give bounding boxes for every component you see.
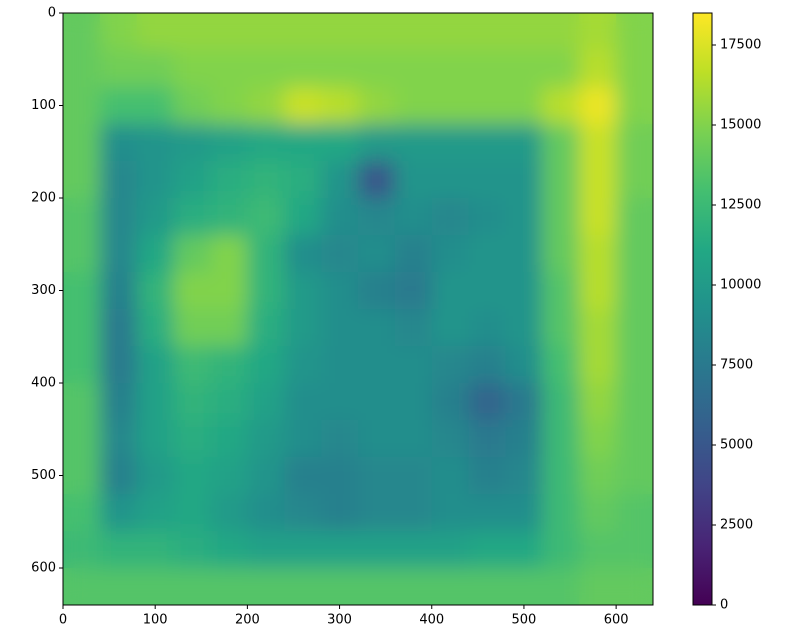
y-tick-label: 0 <box>48 6 56 21</box>
x-tick-label: 500 <box>512 613 537 628</box>
colorbar-tick-label: 15000 <box>720 118 761 133</box>
y-tick-label: 100 <box>31 98 56 113</box>
y-tick-label: 600 <box>31 561 56 576</box>
colorbar-tick-label: 17500 <box>720 38 761 53</box>
chart: 0 100 200 300 400 500 600 0 100 200 300 400 500 600 0 2… <box>0 0 804 630</box>
colorbar-tick-label: 10000 <box>720 278 761 293</box>
x-tick-label: 0 <box>59 613 67 628</box>
y-tick-label: 400 <box>31 376 56 391</box>
colorbar-tick-label: 7500 <box>720 358 753 373</box>
y-tick-label: 500 <box>31 468 56 483</box>
x-tick-label: 100 <box>143 613 168 628</box>
x-tick-label: 400 <box>419 613 444 628</box>
x-tick-label: 600 <box>604 613 629 628</box>
y-tick-label: 200 <box>31 191 56 206</box>
colorbar-tick-label: 0 <box>720 598 728 613</box>
y-tick-label: 300 <box>31 283 56 298</box>
colorbar-tick-label: 12500 <box>720 198 761 213</box>
colorbar-tick-label: 2500 <box>720 518 753 533</box>
x-tick-label: 300 <box>327 613 352 628</box>
x-tick-label: 200 <box>235 613 260 628</box>
colorbar <box>693 13 712 605</box>
heatmap-smoothing <box>63 13 654 606</box>
colorbar-tick-label: 5000 <box>720 438 753 453</box>
